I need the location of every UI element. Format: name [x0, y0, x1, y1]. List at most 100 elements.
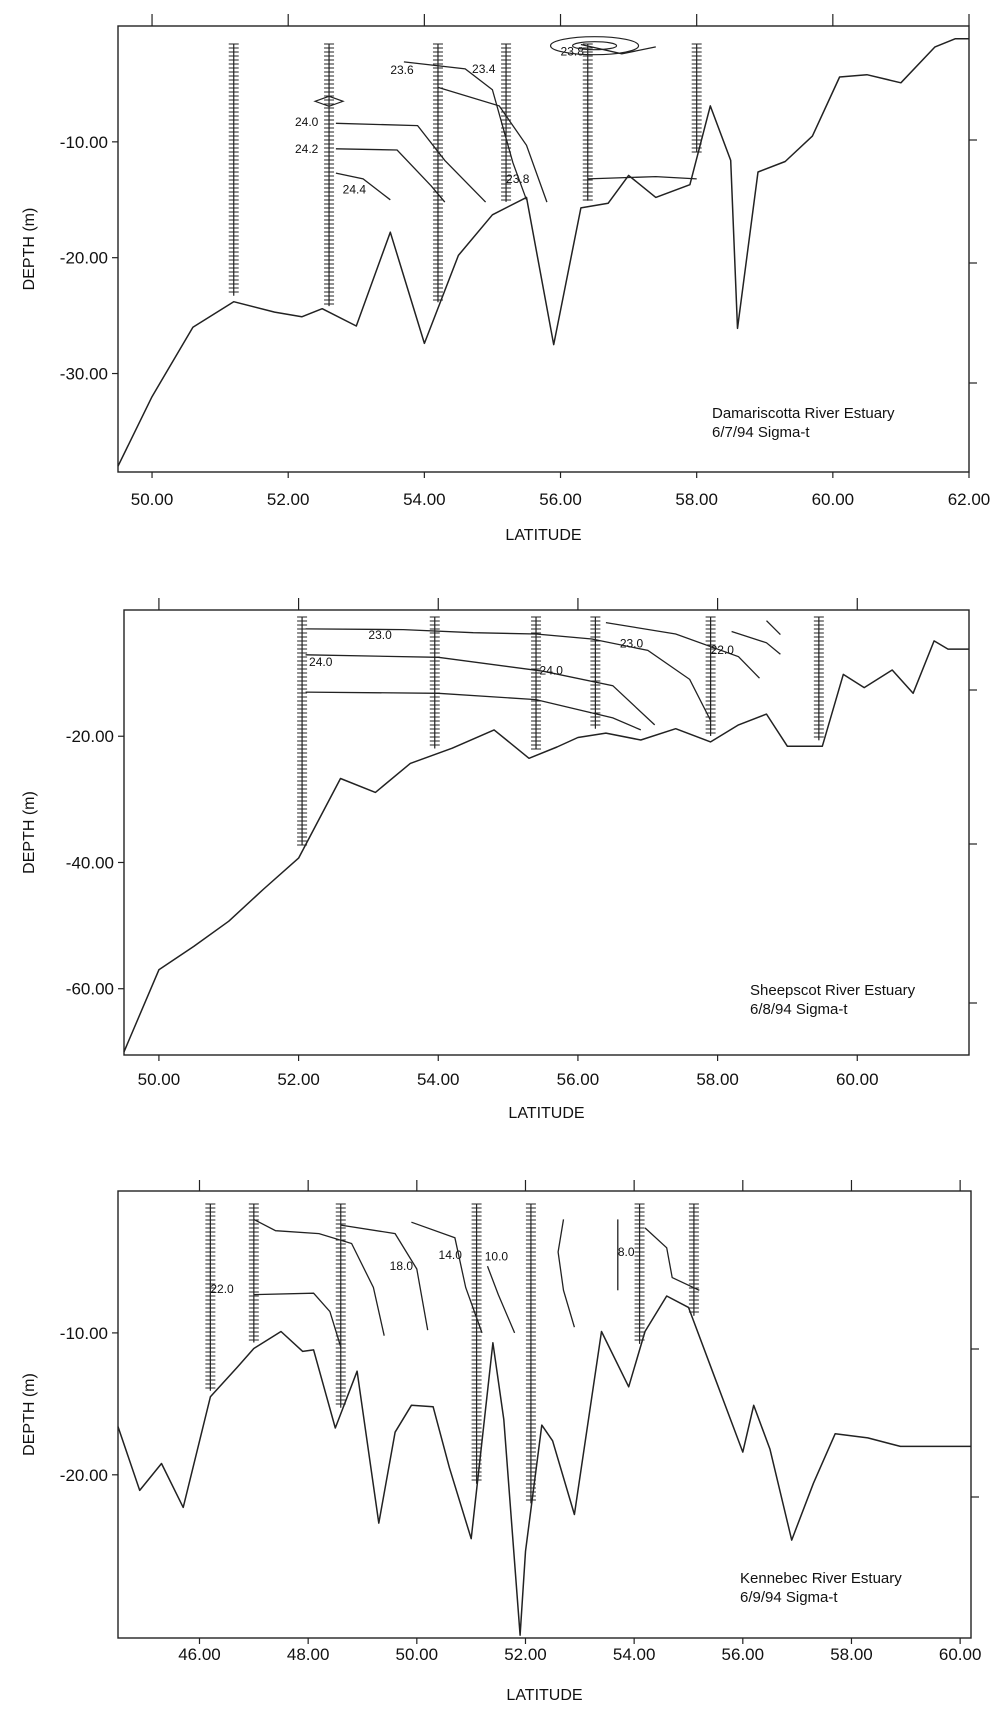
caption-subtitle: 6/8/94 Sigma-t — [750, 1001, 848, 1018]
station-cast — [691, 43, 702, 153]
y-tick-label: -60.00 — [66, 980, 114, 999]
station-cast — [813, 616, 824, 741]
contour-line — [437, 86, 548, 203]
contour-label: 24.0 — [309, 655, 333, 669]
contour-label: 23.6 — [390, 63, 414, 77]
contour-line — [557, 1219, 576, 1328]
x-tick-label: 58.00 — [696, 1070, 739, 1089]
contour-line — [411, 1221, 483, 1334]
contour-line — [253, 1218, 385, 1336]
contour-label: 14.0 — [439, 1248, 463, 1262]
contour-line — [766, 620, 781, 636]
contour-line — [587, 175, 697, 180]
station-cast — [688, 1203, 699, 1316]
contour-label: 8.0 — [618, 1245, 635, 1259]
x-tick-label: 48.00 — [287, 1645, 330, 1664]
x-tick-label: 60.00 — [812, 490, 855, 509]
x-tick-label: 56.00 — [557, 1070, 600, 1089]
y-tick-label: -10.00 — [60, 1324, 108, 1343]
station-cast — [590, 616, 601, 729]
y-tick-label: -10.00 — [60, 133, 108, 152]
x-tick-label: 50.00 — [396, 1645, 439, 1664]
x-tick-label: 46.00 — [178, 1645, 221, 1664]
x-axis-title: LATITUDE — [506, 1687, 582, 1704]
caption-title: Kennebec River Estuary — [740, 1570, 902, 1587]
contour-label: 24.2 — [295, 142, 319, 156]
y-axis-title: DEPTH (m) — [21, 791, 38, 874]
station-cast — [429, 616, 440, 749]
contour-label: 22.0 — [210, 1282, 234, 1296]
contour-line — [305, 654, 656, 726]
x-tick-label: 54.00 — [417, 1070, 460, 1089]
contour-line — [335, 148, 446, 203]
x-tick-label: 52.00 — [504, 1645, 547, 1664]
station-cast — [525, 1203, 536, 1504]
y-tick-label: -20.00 — [60, 1466, 108, 1485]
contour-label: 23.0 — [620, 636, 644, 650]
station-cast — [531, 616, 542, 750]
contour-line — [731, 630, 781, 655]
x-tick-label: 60.00 — [939, 1645, 982, 1664]
contour-ring — [313, 95, 345, 107]
caption-subtitle: 6/9/94 Sigma-t — [740, 1589, 838, 1606]
contour-line — [335, 172, 391, 201]
x-tick-label: 54.00 — [403, 490, 446, 509]
plot-frame — [117, 25, 970, 473]
x-tick-label: 50.00 — [138, 1070, 181, 1089]
plot-frame — [117, 1190, 972, 1639]
contour-line — [580, 43, 656, 55]
contour-line — [644, 1227, 700, 1291]
station-cast — [705, 616, 716, 736]
x-tick-label: 52.00 — [277, 1070, 320, 1089]
contour-label: 24.0 — [295, 115, 319, 129]
contour-label: 24.4 — [343, 182, 367, 196]
x-tick-label: 62.00 — [948, 490, 991, 509]
x-tick-label: 58.00 — [830, 1645, 873, 1664]
y-axis-title: DEPTH (m) — [21, 1373, 38, 1456]
station-cast — [324, 43, 335, 307]
contour-ring — [571, 41, 618, 51]
station-cast — [205, 1203, 216, 1391]
contour-label: 23.0 — [368, 628, 392, 642]
contour-line — [340, 1224, 429, 1331]
plot-frame — [123, 609, 970, 1056]
x-tick-label: 50.00 — [131, 490, 174, 509]
station-cast — [582, 43, 593, 201]
x-tick-label: 52.00 — [267, 490, 310, 509]
station-cast — [501, 43, 512, 202]
station-cast — [471, 1203, 482, 1484]
x-tick-label: 58.00 — [675, 490, 718, 509]
x-tick-label: 60.00 — [836, 1070, 879, 1089]
y-tick-label: -40.00 — [66, 853, 114, 872]
station-cast — [634, 1203, 645, 1344]
caption-subtitle: 6/7/94 Sigma-t — [712, 424, 810, 441]
contour-label: 22.0 — [711, 643, 735, 657]
y-tick-label: -20.00 — [66, 727, 114, 746]
contour-line — [605, 621, 760, 679]
x-tick-label: 54.00 — [613, 1645, 656, 1664]
caption-title: Damariscotta River Estuary — [712, 405, 895, 422]
station-cast — [297, 616, 308, 846]
contour-line — [305, 691, 642, 731]
contour-label: 10.0 — [485, 1249, 509, 1263]
contour-line — [403, 61, 528, 201]
contour-label: 23.8 — [506, 172, 530, 186]
contour-ring — [549, 36, 640, 56]
contour-line — [335, 122, 487, 203]
station-cast — [228, 43, 239, 296]
contour-label: 23.4 — [472, 62, 496, 76]
bottom-profile-line — [117, 37, 969, 467]
x-axis-title: LATITUDE — [505, 527, 581, 544]
contour-line — [486, 1265, 516, 1334]
y-tick-label: -20.00 — [60, 249, 108, 268]
y-tick-label: -30.00 — [60, 365, 108, 384]
x-axis-title: LATITUDE — [508, 1105, 584, 1122]
x-tick-label: 56.00 — [539, 490, 582, 509]
y-axis-title: DEPTH (m) — [21, 208, 38, 291]
panel-sheepscot: 50.00 52.00 54.00 56.00 58.00 60.00 -20.00 -40.… — [21, 598, 977, 1122]
contour-label: 18.0 — [390, 1259, 414, 1273]
bottom-profile-line — [123, 640, 969, 1053]
bottom-profile-line — [117, 1295, 971, 1636]
contour-line — [305, 628, 712, 721]
